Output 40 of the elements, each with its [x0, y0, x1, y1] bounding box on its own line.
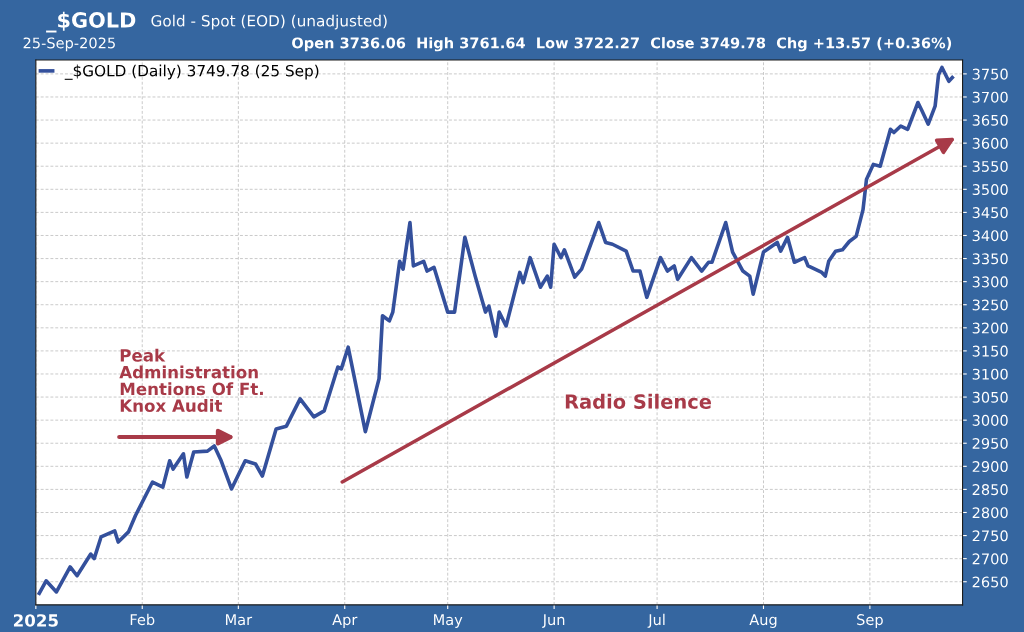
y-tick-label: 3700: [972, 91, 1008, 103]
y-tick-label: 3650: [972, 114, 1008, 126]
y-tick-label: 3000: [972, 414, 1008, 426]
y-tick-label: 3400: [972, 230, 1008, 242]
y-tick-label: 3300: [972, 276, 1008, 288]
y-tick-label: 2950: [972, 437, 1008, 449]
line-series: [37, 65, 955, 596]
annotation: Radio Silence: [565, 393, 712, 409]
text: 25-Sep-2025: [23, 37, 115, 52]
y-tick-label: 3050: [972, 391, 1008, 403]
y-tick-label: 2700: [972, 553, 1008, 565]
y-tick-label: 3150: [972, 345, 1008, 357]
x-tick-label: Aug: [749, 614, 777, 628]
y-tick-label: 3250: [972, 299, 1008, 311]
y-tick-label: 2800: [972, 507, 1008, 519]
x-tick-label: Apr: [332, 614, 358, 628]
y-tick-label: 3100: [972, 368, 1008, 380]
x-tick-label: Jun: [541, 614, 565, 628]
y-tick-label: 3600: [972, 137, 1008, 149]
x-tick-label: Jul: [647, 613, 665, 628]
y-tick-label: 3200: [972, 322, 1008, 334]
y-tick-label: 3450: [972, 207, 1008, 219]
y-tick-label: 3350: [972, 253, 1008, 265]
y-tick-label: 3550: [972, 160, 1008, 172]
x-tick-label: Sep: [857, 614, 883, 628]
y-tick-label: 2650: [972, 576, 1008, 588]
x-tick-label: Feb: [130, 613, 155, 626]
chart-title: _$GOLD: [46, 11, 136, 33]
chart-subtitle: Gold - Spot (EOD) (unadjusted): [151, 14, 387, 30]
y-tick-label: 2900: [972, 461, 1008, 473]
text: Open 3736.06 High 3761.64 Low 3722.27 Close 3749.78 Chg +13.57 (+0.36%): [292, 37, 952, 52]
x-tick-label: Mar: [226, 614, 253, 626]
y-tick-label: 2750: [972, 530, 1008, 542]
x-tick-label: May: [434, 614, 463, 628]
x-tick-label: 2025: [13, 614, 58, 627]
annotation: Peak Administration Mentions Of Ft. Knox Audit: [119, 348, 263, 412]
y-tick-label: 3500: [972, 184, 1008, 196]
legend-label: _$GOLD (Daily) 3749.78 (25 Sep): [64, 64, 319, 80]
y-tick-label: 2850: [972, 484, 1008, 496]
y-tick-label: 3750: [972, 68, 1008, 80]
